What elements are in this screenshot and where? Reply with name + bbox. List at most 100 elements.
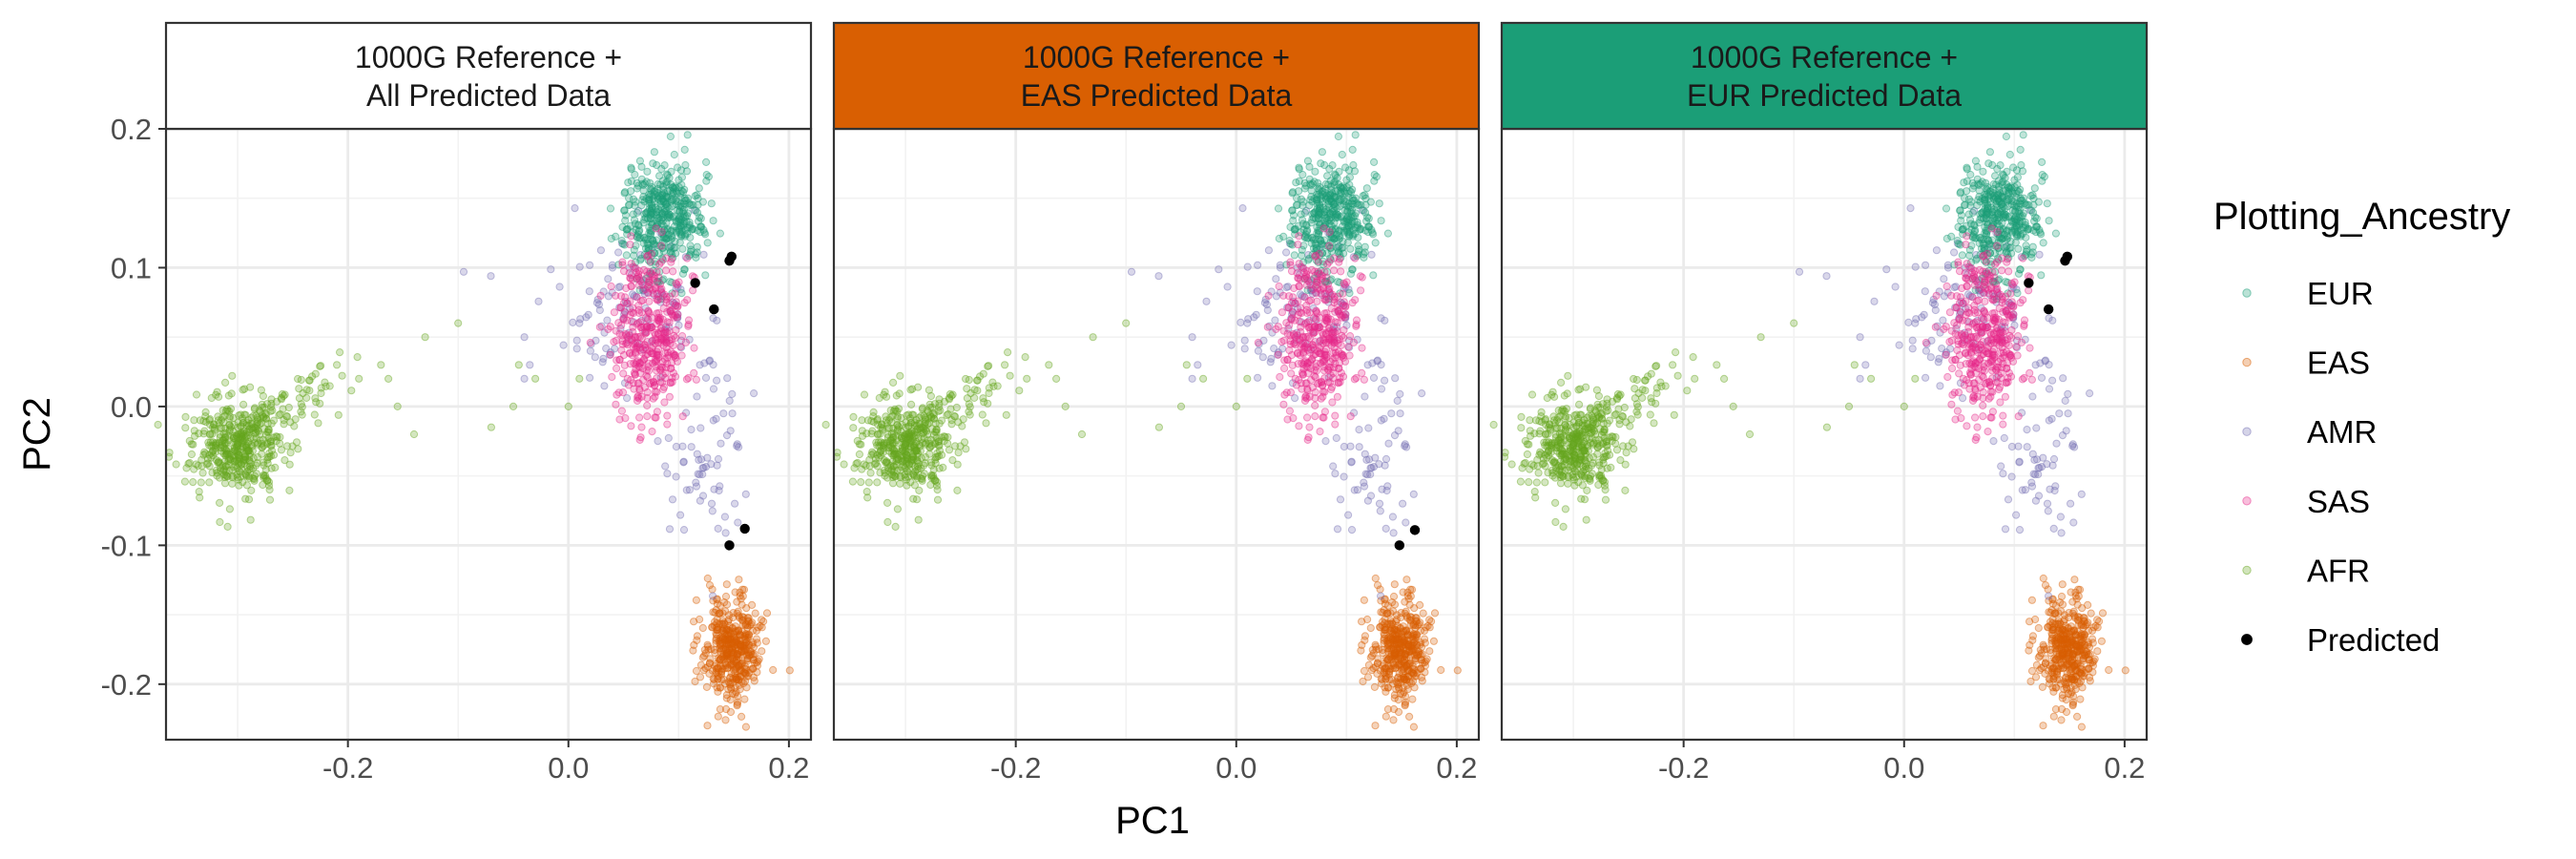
point-amr [1946,345,1955,353]
point-eas [2064,624,2072,633]
point-sas [680,299,689,307]
point-afr [1622,418,1631,427]
point-afr [244,438,253,447]
point-sas [1311,251,1320,260]
point-eas [703,574,712,583]
x-tick-label: 0.0 [1215,751,1257,785]
point-afr [243,439,252,448]
point-afr [1582,515,1590,524]
point-afr [1517,412,1526,421]
point-amr [734,518,742,527]
point-afr [191,431,199,440]
point-afr [239,442,247,450]
point-afr [239,400,248,409]
point-eas [1417,673,1426,681]
point-eas [703,722,712,730]
point-amr [1188,374,1196,383]
point-eas [728,624,737,633]
point-afr [929,414,939,423]
point-afr [575,374,584,383]
point-afr [239,386,247,394]
point-sas [1290,338,1299,346]
point-sas [659,328,668,338]
point-afr [1523,450,1532,459]
point-eur [630,251,638,260]
point-afr [929,471,938,480]
point-afr [316,362,324,370]
point-eas [1360,596,1369,604]
point-eas [2040,642,2048,651]
point-eur [606,204,615,213]
point-eas [2034,623,2043,633]
point-afr [1621,460,1630,469]
point-sas [667,258,675,266]
point-eas [2087,609,2095,618]
point-sas [1289,414,1298,423]
point-afr [1542,415,1550,424]
point-sas [655,280,665,288]
point-afr [246,433,255,442]
point-eas [2093,616,2102,624]
point-afr [253,426,261,434]
point-afr [858,427,866,435]
point-afr [237,422,245,431]
point-eas [2046,661,2055,670]
point-afr [184,459,193,468]
point-amr [1188,333,1196,342]
point-afr [1548,390,1556,399]
point-sas [641,314,651,323]
point-afr [248,447,257,455]
point-afr [901,439,910,448]
point-eur [1319,203,1328,212]
point-afr [206,420,215,429]
point-afr [897,428,905,436]
point-sas [616,292,626,301]
point-afr [509,402,518,410]
point-afr [1575,400,1584,409]
point-afr [1621,486,1630,495]
point-sas [1287,350,1297,360]
point-eas [1408,695,1417,703]
point-afr [912,495,922,504]
point-eas [1394,673,1402,681]
point-eur [1333,174,1341,182]
point-eas [2057,716,2066,724]
point-sas [1356,272,1365,281]
point-afr [890,405,900,413]
point-afr [201,418,210,427]
point-afr [945,446,954,454]
point-eur [651,190,659,199]
point-afr [1601,452,1610,461]
point-sas [683,254,692,262]
point-afr [531,374,540,383]
point-afr [276,432,284,442]
point-sas [1339,311,1347,320]
point-eas [713,626,721,635]
point-afr [222,405,232,413]
point-eur [1345,289,1354,298]
point-eur [1317,159,1325,168]
point-afr [316,399,324,408]
point-sas [1352,316,1361,325]
point-afr [487,423,496,431]
point-afr [216,473,224,482]
facet-strip [832,21,1481,131]
point-eur [1338,243,1346,253]
point-sas [1337,341,1345,349]
point-afr [236,435,244,444]
point-amr [572,345,581,353]
point-afr [1489,420,1498,430]
point-afr [212,390,220,399]
point-eur [666,213,675,221]
point-afr [227,389,236,398]
point-eur [695,184,703,193]
point-afr [887,471,897,479]
point-afr [219,465,229,473]
point-sas [1340,281,1349,289]
point-eas [749,673,758,681]
point-afr [906,457,916,466]
point-amr [547,265,555,274]
point-afr [1538,460,1548,469]
point-eas [2079,621,2088,630]
point-eas [733,609,741,618]
